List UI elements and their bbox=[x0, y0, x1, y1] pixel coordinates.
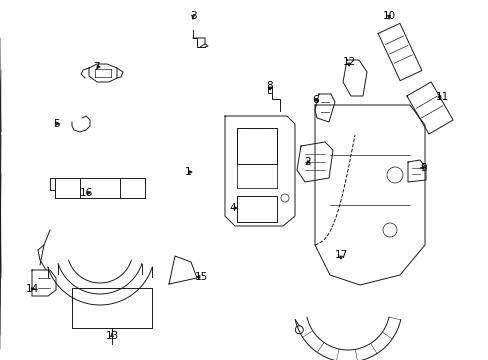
Text: 6: 6 bbox=[312, 95, 319, 105]
Text: 8: 8 bbox=[266, 81, 273, 91]
Text: 5: 5 bbox=[53, 119, 59, 129]
Text: 3: 3 bbox=[189, 11, 196, 21]
Text: 16: 16 bbox=[79, 188, 92, 198]
Text: 11: 11 bbox=[434, 92, 447, 102]
Text: 15: 15 bbox=[194, 272, 207, 282]
Text: 1: 1 bbox=[184, 167, 191, 177]
Text: 10: 10 bbox=[382, 11, 395, 21]
Text: 2: 2 bbox=[304, 157, 311, 167]
Text: 14: 14 bbox=[25, 284, 39, 294]
Text: 12: 12 bbox=[342, 57, 355, 67]
Text: 13: 13 bbox=[105, 331, 119, 341]
Text: 7: 7 bbox=[93, 62, 99, 72]
Text: 4: 4 bbox=[229, 203, 236, 213]
Text: 17: 17 bbox=[334, 250, 347, 260]
Text: 9: 9 bbox=[420, 163, 427, 173]
